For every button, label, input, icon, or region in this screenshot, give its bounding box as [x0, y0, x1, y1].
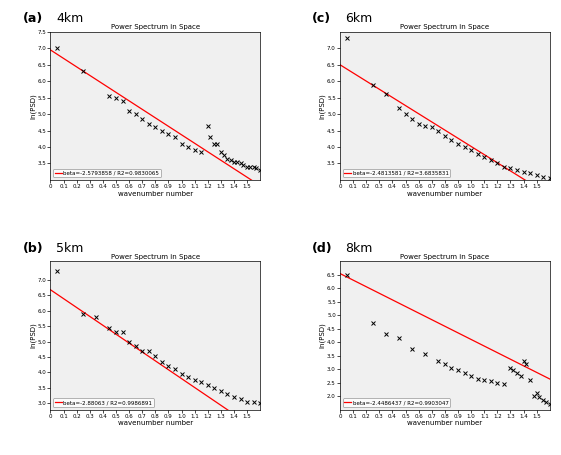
Legend: beta=-2.88063 / R2=0.9986891: beta=-2.88063 / R2=0.9986891: [53, 399, 154, 407]
Legend: beta=-2.4486437 / R2=0.9903047: beta=-2.4486437 / R2=0.9903047: [343, 399, 450, 407]
Y-axis label: ln(PSD): ln(PSD): [30, 93, 36, 119]
Text: (d): (d): [312, 242, 333, 255]
Title: Power Spectrum in Space: Power Spectrum in Space: [111, 253, 200, 260]
Legend: beta=-2.5793858 / R2=0.9830065: beta=-2.5793858 / R2=0.9830065: [53, 169, 161, 177]
Text: (a): (a): [22, 12, 43, 25]
X-axis label: wavenumber number: wavenumber number: [118, 420, 193, 426]
Y-axis label: ln(PSD): ln(PSD): [319, 93, 326, 119]
Title: Power Spectrum in Space: Power Spectrum in Space: [111, 24, 200, 30]
Y-axis label: ln(PSD): ln(PSD): [30, 323, 36, 349]
Y-axis label: ln(PSD): ln(PSD): [319, 323, 326, 349]
Text: (c): (c): [312, 12, 331, 25]
Text: 5km: 5km: [56, 242, 84, 255]
Text: 8km: 8km: [346, 242, 373, 255]
Text: 6km: 6km: [346, 12, 373, 25]
Title: Power Spectrum in Space: Power Spectrum in Space: [401, 253, 489, 260]
Legend: beta=-2.4813581 / R2=3.6835831: beta=-2.4813581 / R2=3.6835831: [343, 169, 450, 177]
X-axis label: wavenumber number: wavenumber number: [407, 191, 482, 197]
Text: 4km: 4km: [56, 12, 84, 25]
Title: Power Spectrum in Space: Power Spectrum in Space: [401, 24, 489, 30]
Text: (b): (b): [22, 242, 43, 255]
X-axis label: wavenumber number: wavenumber number: [407, 420, 482, 426]
X-axis label: wavenumber number: wavenumber number: [118, 191, 193, 197]
